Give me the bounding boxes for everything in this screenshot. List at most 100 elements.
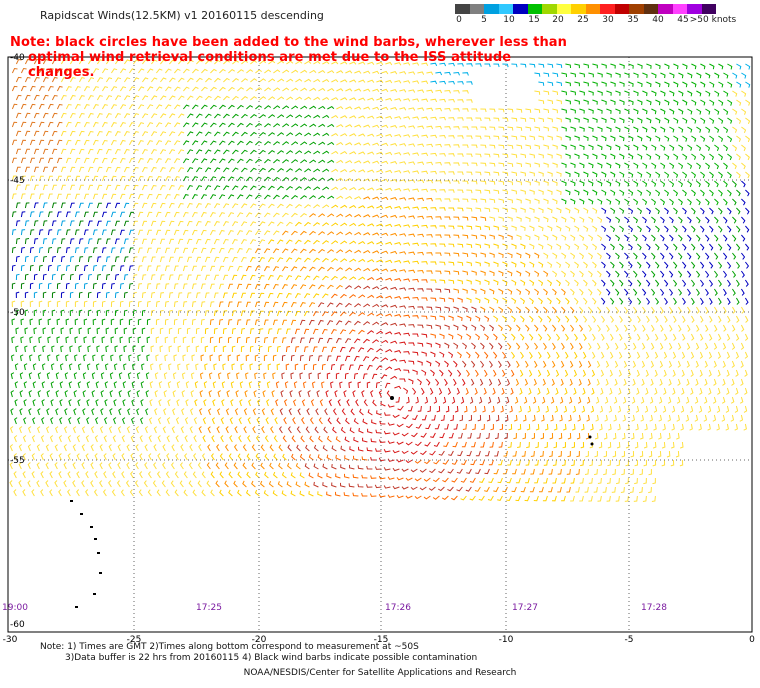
wind-barb — [497, 477, 503, 484]
wind-barb — [421, 351, 427, 357]
wind-barb — [502, 207, 508, 213]
wind-barb — [439, 279, 446, 284]
wind-barb — [20, 282, 25, 290]
wind-barb — [60, 202, 66, 209]
wind-barb — [681, 351, 686, 359]
wind-barb — [722, 342, 727, 350]
wind-barb — [302, 381, 307, 389]
wind-barb — [114, 148, 121, 155]
wind-barb — [673, 117, 679, 124]
wind-barb — [628, 171, 634, 178]
wind-barb — [96, 95, 103, 101]
wind-barb — [669, 126, 675, 133]
wind-barb — [123, 274, 129, 281]
wind-barb — [633, 162, 639, 169]
wind-barb — [547, 171, 553, 177]
wind-barb — [592, 315, 597, 323]
legend-swatch — [687, 4, 702, 14]
wind-barb — [372, 142, 380, 146]
wind-barb — [83, 157, 90, 164]
wind-barb — [65, 300, 70, 307]
wind-barb — [290, 472, 296, 479]
wind-barb — [259, 131, 266, 137]
wind-barb — [286, 462, 292, 470]
wind-barb — [637, 171, 643, 178]
wind-barb — [396, 459, 404, 463]
wind-barb — [489, 162, 496, 167]
wind-barb — [457, 81, 464, 85]
legend-swatch — [614, 4, 629, 14]
wind-barb — [11, 139, 18, 146]
wind-barb — [238, 435, 242, 443]
wind-barb — [13, 489, 17, 497]
wind-barb — [381, 304, 389, 308]
wind-barb — [132, 327, 137, 335]
wind-barb — [159, 167, 166, 173]
wind-barb — [709, 189, 714, 197]
wind-barb — [20, 193, 26, 200]
wind-barb — [282, 87, 290, 92]
wind-barb — [489, 252, 495, 258]
wind-barb — [309, 123, 317, 128]
wind-barb — [318, 195, 326, 200]
wind-barb — [408, 125, 416, 129]
wind-barb — [349, 204, 357, 209]
wind-barb — [246, 194, 253, 200]
wind-barb — [173, 176, 180, 182]
wind-barb — [195, 185, 203, 191]
wind-barb — [597, 126, 603, 132]
wind-barbs-layer — [9, 58, 751, 608]
wind-barb — [588, 252, 594, 260]
wind-barb — [539, 450, 544, 457]
wind-barb — [466, 225, 473, 230]
wind-barb — [498, 288, 504, 295]
wind-barb — [593, 486, 598, 493]
wind-barb — [528, 351, 533, 359]
wind-barb — [197, 462, 202, 470]
wind-barb — [444, 126, 451, 130]
wind-barb — [23, 363, 28, 371]
wind-barb — [22, 453, 26, 461]
wind-barb — [372, 124, 380, 128]
wind-barb — [60, 220, 66, 227]
wind-barb — [83, 282, 88, 290]
wind-barb — [123, 166, 130, 173]
wind-barb — [19, 390, 23, 398]
wind-barb — [390, 322, 398, 327]
wind-barb — [358, 312, 366, 317]
wind-barb — [538, 63, 545, 68]
wind-barb — [335, 355, 341, 362]
wind-barb — [606, 180, 612, 187]
wind-barb — [524, 360, 529, 368]
wind-barb — [633, 126, 639, 133]
time-label: 17:28 — [641, 603, 667, 613]
wind-barb — [182, 158, 190, 164]
wind-barb — [699, 297, 704, 305]
wind-barb — [462, 342, 468, 349]
wind-barb — [223, 149, 230, 155]
wind-barb — [412, 387, 417, 395]
wind-barb — [525, 126, 532, 131]
wind-barb — [96, 327, 101, 335]
wind-barb — [399, 287, 407, 291]
wind-barb — [543, 234, 549, 241]
wind-barb — [420, 432, 427, 438]
wind-barb — [327, 213, 335, 218]
wind-barb — [114, 77, 122, 83]
wind-barb — [570, 216, 576, 223]
wind-barb — [552, 216, 558, 223]
wind-barb — [78, 238, 84, 245]
wind-barb — [624, 288, 629, 296]
wind-barb — [344, 455, 350, 461]
wind-barb — [91, 390, 95, 398]
wind-barb — [29, 336, 33, 344]
wind-barb — [227, 212, 235, 218]
wind-barb — [661, 459, 666, 467]
wind-barb — [736, 135, 742, 142]
wind-barb — [41, 399, 45, 407]
wind-barb — [281, 372, 285, 380]
wind-barb — [606, 270, 611, 278]
wind-barb — [335, 491, 341, 497]
wind-barb — [241, 60, 249, 65]
wind-barb — [390, 214, 398, 219]
